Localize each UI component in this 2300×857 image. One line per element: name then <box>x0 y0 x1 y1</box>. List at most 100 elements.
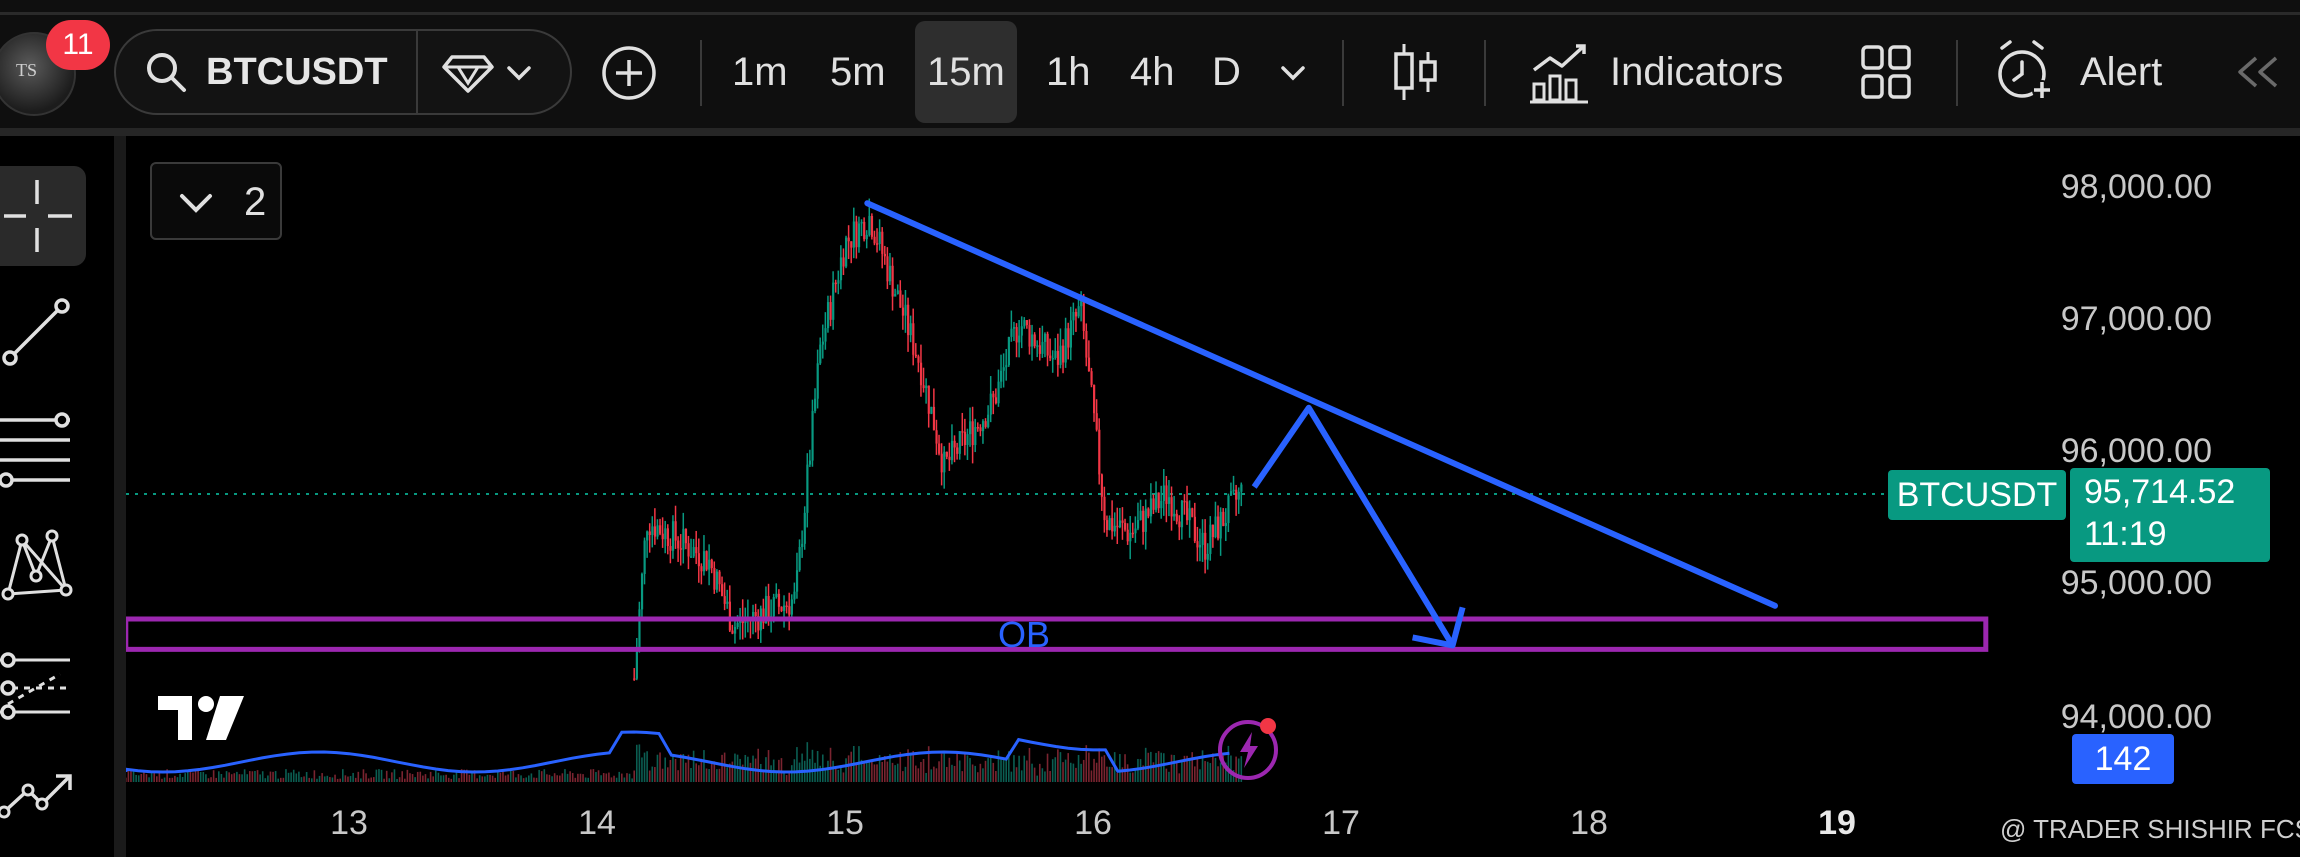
candle-body <box>976 427 979 429</box>
volume-bar <box>274 771 277 782</box>
collapse-left-icon[interactable] <box>2232 54 2282 90</box>
candle-body <box>767 595 770 622</box>
volume-bar <box>1106 766 1108 782</box>
volume-bar <box>424 774 427 782</box>
notification-badge[interactable]: 11 <box>46 20 110 70</box>
volume-bar <box>731 761 734 782</box>
symbol-name[interactable]: BTCUSDT <box>206 51 388 93</box>
candle-body <box>860 221 863 224</box>
volume-bar <box>499 772 502 782</box>
volume-bar <box>1067 753 1069 782</box>
indicator-legend-toggle[interactable]: 2 <box>150 162 282 240</box>
volume-bar <box>904 766 907 782</box>
volume-bar <box>365 773 367 782</box>
candle-body <box>640 573 644 610</box>
volume-bar <box>553 773 556 782</box>
volume-bar <box>842 772 845 782</box>
volume-bar <box>225 771 228 782</box>
candle-body <box>684 528 688 544</box>
price-chart[interactable] <box>126 142 2300 857</box>
chevron-down-icon[interactable] <box>1278 58 1308 88</box>
volume-bar <box>168 777 171 782</box>
volume-bar <box>1041 768 1044 782</box>
symbol-search[interactable]: BTCUSDT <box>114 29 572 115</box>
timeframe-4h[interactable]: 4h <box>1130 50 1175 94</box>
volume-bar <box>651 766 654 782</box>
forecast-arrowhead[interactable] <box>1412 606 1466 649</box>
volume-bar <box>829 747 832 782</box>
volume-bar <box>646 751 648 782</box>
volume-bar <box>643 752 646 782</box>
trend-line-tool[interactable] <box>0 282 86 382</box>
timeframe-1m[interactable]: 1m <box>732 50 788 94</box>
candle-body <box>935 430 938 444</box>
flash-icon[interactable] <box>1214 712 1284 782</box>
volume-bar <box>540 771 543 782</box>
candle-body <box>708 559 711 570</box>
volume-bar <box>1033 767 1036 782</box>
arrow-forecast-tool[interactable] <box>0 746 86 846</box>
candle-body <box>1157 492 1160 509</box>
fib-retracement-tool[interactable] <box>0 398 86 498</box>
forecast-path[interactable] <box>1251 404 1456 647</box>
gem-icon[interactable] <box>442 53 494 93</box>
current-price-label: 95,714.52 11:19 <box>2070 468 2270 562</box>
indicators-button[interactable]: Indicators <box>1610 50 1784 94</box>
layout-grid-icon[interactable] <box>1860 44 1912 100</box>
indicators-icon[interactable] <box>1530 40 1588 104</box>
trend-line[interactable] <box>864 200 1778 609</box>
volume-bar <box>933 766 935 782</box>
avatar-initials: TS <box>16 60 38 80</box>
ob-zone[interactable] <box>126 616 1989 652</box>
candle-body <box>1007 336 1010 366</box>
candle-body <box>950 440 954 461</box>
volume-bar <box>757 748 759 782</box>
prediction-tool[interactable] <box>0 630 86 730</box>
chevron-down-icon[interactable] <box>504 58 534 88</box>
timeframe-d[interactable]: D <box>1212 50 1241 94</box>
candle-body <box>1126 529 1129 542</box>
candle-body <box>754 612 757 617</box>
volume-bar <box>974 765 976 782</box>
alert-button[interactable]: Alert <box>2080 50 2163 94</box>
volume-bar <box>638 744 641 782</box>
candle-body <box>793 591 796 600</box>
candle-body <box>638 609 641 648</box>
volume-bar <box>1054 757 1057 782</box>
volume-bar <box>308 777 311 782</box>
volume-bar <box>269 771 272 782</box>
volume-bar <box>1119 754 1121 782</box>
volume-bar <box>194 769 197 782</box>
volume-bar <box>210 777 212 782</box>
candle-body <box>1121 520 1124 523</box>
timeframe-1h[interactable]: 1h <box>1046 50 1091 94</box>
timeframe-5m[interactable]: 5m <box>830 50 886 94</box>
timeframe-15m[interactable]: 15m <box>915 21 1017 123</box>
crosshair-tool[interactable] <box>0 166 86 266</box>
volume-bar <box>205 774 207 782</box>
volume-bar <box>512 770 515 782</box>
volume-bar <box>577 773 579 782</box>
volume-bar <box>383 778 385 782</box>
volume-bar <box>1183 755 1186 782</box>
volume-bar <box>865 762 868 782</box>
pattern-tool[interactable] <box>0 514 86 614</box>
candle-body <box>635 647 638 679</box>
volume-bar <box>450 778 453 782</box>
candle-body <box>777 593 781 607</box>
volume-bar <box>561 773 564 782</box>
candlestick-icon[interactable] <box>1390 40 1442 104</box>
candle-body <box>659 525 662 534</box>
volume-bar <box>628 773 631 782</box>
candle-body <box>824 328 827 342</box>
volume-bar <box>687 754 690 782</box>
plus-circle-icon[interactable] <box>600 44 658 102</box>
alarm-plus-icon[interactable] <box>1994 38 2056 104</box>
candle-body <box>736 622 739 628</box>
volume-bar <box>1028 747 1031 782</box>
toolbar-panel-divider <box>114 136 126 857</box>
candle-body <box>1165 485 1168 504</box>
candle-body <box>1111 518 1114 532</box>
candle-body <box>1162 485 1165 501</box>
candle-body <box>987 414 990 427</box>
